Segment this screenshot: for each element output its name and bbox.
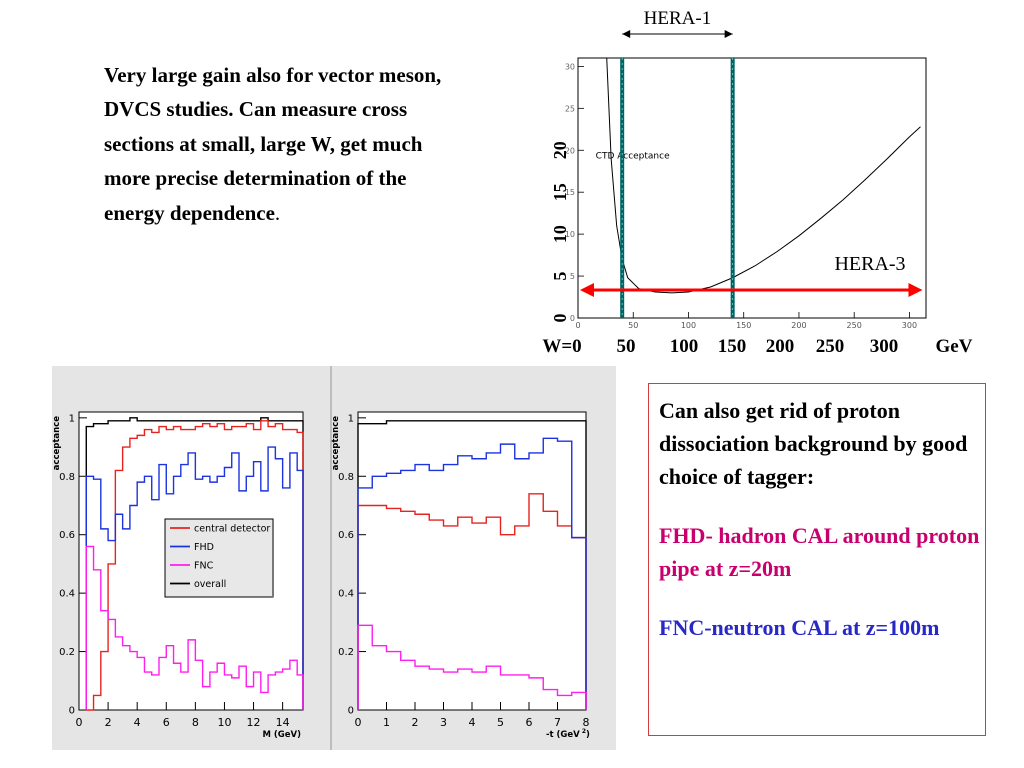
- x-tick-label: 10: [217, 716, 231, 729]
- x-tick-label: 6: [526, 716, 533, 729]
- x-tick-label-small: 250: [847, 321, 862, 330]
- x-tick-label: 1: [383, 716, 390, 729]
- x-tick-label: 5: [497, 716, 504, 729]
- y-tick-label: 0.2: [338, 647, 354, 658]
- x-tick-label: 0: [355, 716, 362, 729]
- x-tick-label: 8: [192, 716, 199, 729]
- x-tick-label-small: 150: [736, 321, 751, 330]
- y-tick-label-small: 25: [565, 104, 575, 113]
- y-tick-label: 0: [550, 314, 570, 323]
- y-tick-label: 1: [69, 413, 75, 424]
- histogram-central_detector: [86, 420, 304, 711]
- x-tick-label: 4: [469, 716, 476, 729]
- w-axis-label: 250: [816, 336, 845, 357]
- x-tick-label: 7: [554, 716, 561, 729]
- x-tick-label: 2: [412, 716, 419, 729]
- x-tick-label: 4: [134, 716, 141, 729]
- y-tick-label-small: 15: [565, 188, 575, 197]
- w-axis-label: GeV: [936, 336, 973, 357]
- fnc-description: FNC-neutron CAL at z=100m: [659, 615, 940, 640]
- histogram-fnc: [357, 624, 587, 710]
- y-tick-label: 0.4: [338, 589, 354, 600]
- y-tick-label: 0: [348, 706, 354, 717]
- x-tick-label: 12: [247, 716, 261, 729]
- y-tick-label-small: 10: [565, 230, 575, 239]
- hera3-arrowhead-right: [908, 283, 923, 297]
- y-tick-label: 0: [69, 706, 75, 717]
- y-tick-label-small: 20: [565, 146, 575, 155]
- x-tick-label: 6: [163, 716, 170, 729]
- legend-label: FHD: [194, 542, 214, 553]
- x-tick-label-small: 100: [681, 321, 696, 330]
- x-axis-label: M (GeV): [262, 730, 301, 740]
- x-tick-label-small: 200: [791, 321, 806, 330]
- hera1-arrowhead-left: [622, 30, 631, 38]
- w-axis-label: W=0: [542, 336, 581, 357]
- histogram-fhd: [85, 446, 304, 710]
- x-tick-label: 2: [105, 716, 112, 729]
- y-tick-label: 1: [348, 413, 354, 424]
- hera3-label: HERA-3: [834, 253, 905, 275]
- y-tick-label: 15: [550, 183, 570, 201]
- histogram-panel-t: 0 0.2 0.4 0.6 0.8 1 0 1 2 3 4 5 6 7 8 acceptance -t (GeV…: [331, 411, 590, 740]
- plot-frame: [577, 57, 927, 319]
- w-axis-label: 300: [870, 336, 899, 357]
- legend-label: central detector: [194, 524, 270, 535]
- legend-label: overall: [194, 579, 226, 590]
- y-axis-label: acceptance: [52, 416, 62, 471]
- histogram-fnc: [85, 545, 304, 710]
- y-tick-label: 10: [550, 225, 570, 243]
- histogram-overall: [85, 417, 304, 710]
- hera3-arrowhead-left: [580, 283, 594, 297]
- x-tick-label: 14: [276, 716, 290, 729]
- y-tick-label: 0.6: [59, 530, 75, 541]
- y-tick-label-small: 30: [565, 62, 575, 71]
- y-tick-label: 0.6: [338, 530, 354, 541]
- histogram-central_detector: [357, 493, 587, 710]
- x-tick-label-small: 0: [575, 321, 580, 330]
- hera1-label: HERA-1: [644, 8, 712, 29]
- x-tick-label: 0: [76, 716, 83, 729]
- x-tick-label: 8: [583, 716, 590, 729]
- y-tick-label: 0.4: [59, 589, 75, 600]
- y-axis-label: acceptance: [331, 416, 341, 471]
- legend-label: FNC: [194, 561, 214, 572]
- y-tick-label: 0.8: [59, 472, 75, 483]
- y-tick-label-small: 0: [570, 314, 575, 323]
- tagger-note-intro: Can also get rid of proton dissociation …: [659, 398, 968, 489]
- y-tick-label-small: 5: [570, 272, 575, 281]
- legend: central detector FHD FNC overall: [164, 518, 274, 598]
- intro-text: Very large gain also for vector meson, D…: [104, 58, 454, 230]
- y-tick-label: 5: [550, 272, 570, 281]
- x-tick-label-small: 300: [902, 321, 917, 330]
- x-tick-label: 3: [440, 716, 447, 729]
- w-axis-label: 200: [766, 336, 795, 357]
- x-tick-label-small: 50: [628, 321, 638, 330]
- hera1-arrowhead-right: [724, 30, 733, 38]
- y-tick-label: 0.8: [338, 472, 354, 483]
- y-tick-label: 0.2: [59, 647, 75, 658]
- w-axis-label: 100: [670, 336, 699, 357]
- ctd-acceptance-annotation: CTD Acceptance: [596, 152, 670, 162]
- intro-period: .: [274, 200, 281, 225]
- tagger-note-box: Can also get rid of proton dissociation …: [648, 383, 986, 736]
- x-axis-label: -t (GeV 2): [546, 728, 590, 740]
- w-axis-label: 150: [718, 336, 747, 357]
- y-tick-label: 20: [550, 141, 570, 159]
- intro-main: Very large gain also for vector meson, D…: [104, 63, 442, 225]
- w-axis-label: 50: [617, 336, 636, 357]
- histogram-overall: [357, 420, 587, 710]
- plot-frame: [357, 411, 587, 711]
- fhd-description: FHD- hadron CAL around proton pipe at z=…: [659, 523, 980, 581]
- histogram-fhd: [357, 437, 587, 710]
